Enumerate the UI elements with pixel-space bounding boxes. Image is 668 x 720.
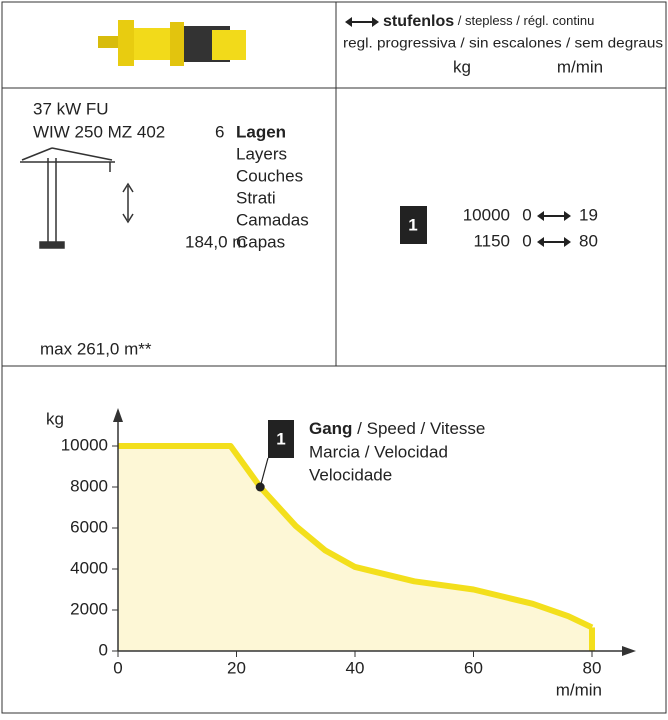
y-arrow <box>113 408 123 422</box>
chart: 0 2000 4000 6000 8000 10000 0 20 40 60 80 kg m/min 1 G… <box>46 408 636 699</box>
header-title: stufenlos / stepless / régl. continu <box>383 13 594 30</box>
crane-icon <box>20 148 133 248</box>
x-tick-label: 0 <box>113 658 122 677</box>
layer-count: 6 <box>215 122 224 141</box>
page: stufenlos / stepless / régl. continu reg… <box>0 0 668 720</box>
height: 184,0 m <box>185 232 246 251</box>
speed-max: 80 <box>579 231 598 250</box>
title-bold: stufenlos <box>383 13 454 30</box>
speed-min: 0 <box>522 231 531 250</box>
arrow-head <box>564 211 571 221</box>
leader <box>260 458 268 487</box>
model: WIW 250 MZ 402 <box>33 122 165 141</box>
annotation-line: Velocidade <box>309 465 392 484</box>
arrow-head <box>537 211 544 221</box>
annotation-rest: / Speed / Vitesse <box>352 419 485 438</box>
layers-label: Lagen <box>236 122 286 141</box>
sheet: stufenlos / stepless / régl. continu reg… <box>0 0 668 715</box>
x-tick-label: 80 <box>583 658 602 677</box>
y-tick-label: 2000 <box>70 599 108 618</box>
speed-min: 0 <box>522 205 531 224</box>
title-rest: / stepless / régl. continu <box>454 13 594 28</box>
unit-load: kg <box>453 57 471 76</box>
load: 10000 <box>463 205 510 224</box>
gear-number: 1 <box>408 215 417 234</box>
gear-table: 10000 0 19 1150 0 80 <box>463 205 598 250</box>
unit-speed: m/min <box>557 57 603 76</box>
speed-max: 19 <box>579 205 598 224</box>
y-tick-label: 4000 <box>70 558 108 577</box>
arrow-head <box>537 237 544 247</box>
y-tick-label: 6000 <box>70 517 108 536</box>
layer-name: Camadas <box>236 210 309 229</box>
y-tick-label: 8000 <box>70 476 108 495</box>
layer-name: Strati <box>236 188 276 207</box>
max-height: max 261,0 m** <box>40 339 152 358</box>
x-tick-label: 20 <box>227 658 246 677</box>
arrow-head <box>564 237 571 247</box>
y-tick-label: 10000 <box>61 435 108 454</box>
layer-name: Layers <box>236 144 287 163</box>
x-arrow <box>622 646 636 656</box>
y-axis-label: kg <box>46 409 64 428</box>
annotation-line: Marcia / Velocidad <box>309 442 448 461</box>
annotation-bold: Gang <box>309 419 352 438</box>
power: 37 kW FU <box>33 99 109 118</box>
layer-name: Couches <box>236 166 303 185</box>
x-tick-label: 60 <box>464 658 483 677</box>
x-axis-label: m/min <box>556 680 602 699</box>
y-tick-label: 0 <box>99 640 108 659</box>
winch-image <box>98 20 246 66</box>
arrow-icon <box>345 17 379 27</box>
x-tick-label: 40 <box>346 658 365 677</box>
header-subtitle: regl. progressiva / sin escalones / sem … <box>343 35 663 51</box>
annotation-title: Gang / Speed / Vitesse <box>309 419 485 438</box>
gear-number: 1 <box>276 429 285 448</box>
load: 1150 <box>473 231 510 250</box>
